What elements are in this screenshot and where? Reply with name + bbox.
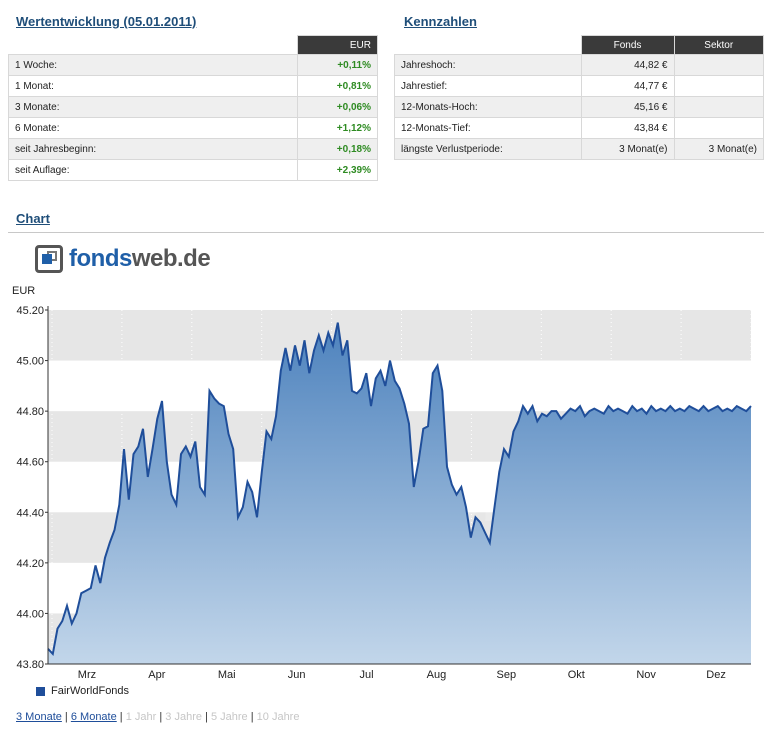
kennzahlen-row-fonds: 44,82 € [580,54,675,76]
kennzahlen-table: Fonds Sektor Jahreshoch: 44,82 € Jahrestie… [394,35,764,160]
performance-row: 1 Woche: +0,11% [8,54,378,76]
performance-row-label: 1 Monat: [8,75,298,97]
kennzahlen-row-fonds: 44,77 € [580,75,675,97]
x-tick-label: Aug [427,669,447,681]
x-tick-label: Dez [706,669,726,681]
performance-row: 6 Monate: +1,12% [8,117,378,139]
performance-row-label: seit Auflage: [8,159,298,181]
legend-swatch [36,686,45,696]
x-tick-label: Mrz [78,669,96,681]
performance-header-currency: EUR [296,35,378,55]
kennzahlen-row-sektor [673,117,764,139]
kennzahlen-row-label: 12-Monats-Hoch: [394,96,582,118]
range-option[interactable]: 3 Monate [16,711,62,723]
performance-row: seit Jahresbeginn: +0,18% [8,138,378,160]
kennzahlen-row-sektor: 3 Monat(e) [673,138,764,160]
kennzahlen-row-fonds: 3 Monat(e) [580,138,675,160]
x-tick-label: Apr [148,669,165,681]
performance-row-label: seit Jahresbeginn: [8,138,298,160]
kennzahlen-row-fonds: 43,84 € [580,117,675,139]
series-area [48,322,751,664]
chart-unit-label: EUR [12,285,36,297]
fondsweb-logo-icon [35,245,63,273]
performance-row: 3 Monate: +0,06% [8,96,378,118]
range-option: 10 Jahre [256,711,300,723]
range-option[interactable]: 6 Monate [70,711,117,723]
section-divider [8,232,764,233]
y-tick-label: 44.00 [16,608,44,620]
kennzahlen-row-sektor [673,75,764,97]
kennzahlen-row-label: Jahrestief: [394,75,582,97]
performance-row: seit Auflage: +2,39% [8,159,378,181]
performance-row-label: 1 Woche: [8,54,298,76]
kennzahlen-row-fonds: 45,16 € [580,96,675,118]
performance-row-label: 6 Monate: [8,117,298,139]
kennzahlen-row-label: 12-Monats-Tief: [394,117,582,139]
range-separator: | [156,711,166,723]
kennzahlen-row: längste Verlustperiode: 3 Monat(e) 3 Monat… [394,138,764,160]
kennzahlen-row: Jahrestief: 44,77 € [394,75,764,97]
series-line [47,322,752,657]
kennzahlen-row: Jahreshoch: 44,82 € [394,54,764,76]
x-tick-label: Mai [218,669,236,681]
performance-row-value: +0,81% [296,75,378,97]
performance-title-link[interactable]: Wertentwicklung (05.01.2011) [16,14,197,29]
kennzahlen-header-blank [395,36,582,55]
kennzahlen-header-fonds: Fonds [580,35,675,55]
range-separator: | [247,711,257,723]
legend-label: FairWorldFonds [51,685,130,697]
x-tick-label: Nov [636,669,656,681]
performance-row-label: 3 Monate: [8,96,298,118]
kennzahlen-row: 12-Monats-Tief: 43,84 € [394,117,764,139]
range-selector: 3 Monate | 6 Monate | 1 Jahr | 3 Jahre |… [16,711,299,723]
performance-row-value: +0,11% [296,54,378,76]
performance-table: EUR 1 Woche: +0,11% 1 Monat: +0,81% 3 Monate… [8,35,378,181]
x-tick-label: Jun [288,669,306,681]
range-option: 1 Jahr [125,711,157,723]
y-tick-label: 45.00 [16,356,44,368]
chart-title-link[interactable]: Chart [16,211,50,226]
y-tick-label: 44.20 [16,558,44,570]
logo-text-part2: web.de [131,245,211,272]
price-chart: fondsweb.de 45.2045.0044.8044.6044.4044.… [16,305,752,681]
grid-band [48,310,751,361]
kennzahlen-row-sektor [673,96,764,118]
range-option: 5 Jahre [210,711,248,723]
y-tick-label: 44.40 [16,507,44,519]
y-tick-label: 45.20 [16,305,44,317]
performance-row-value: +0,06% [296,96,378,118]
logo-text-part1: fonds [69,245,132,272]
y-tick-label: 44.60 [16,457,44,469]
kennzahlen-row-label: längste Verlustperiode: [394,138,582,160]
y-tick-label: 43.80 [16,659,44,671]
range-separator: | [61,711,71,723]
y-tick-label: 44.80 [16,406,44,418]
performance-row: 1 Monat: +0,81% [8,75,378,97]
performance-row-value: +0,18% [296,138,378,160]
fondsweb-logo: fondsweb.de [35,243,211,275]
kennzahlen-row-label: Jahreshoch: [394,54,582,76]
performance-row-value: +1,12% [296,117,378,139]
performance-row-value: +2,39% [296,159,378,181]
kennzahlen-row: 12-Monats-Hoch: 45,16 € [394,96,764,118]
range-option: 3 Jahre [165,711,202,723]
x-tick-label: Jul [360,669,374,681]
kennzahlen-header-sektor: Sektor [673,35,764,55]
x-tick-label: Sep [497,669,517,681]
kennzahlen-row-sektor [673,54,764,76]
range-separator: | [201,711,211,723]
performance-header-blank [9,36,298,55]
range-separator: | [116,711,126,723]
kennzahlen-title-link[interactable]: Kennzahlen [404,14,477,29]
x-tick-label: Okt [568,669,585,681]
chart-legend: FairWorldFonds [36,685,129,697]
